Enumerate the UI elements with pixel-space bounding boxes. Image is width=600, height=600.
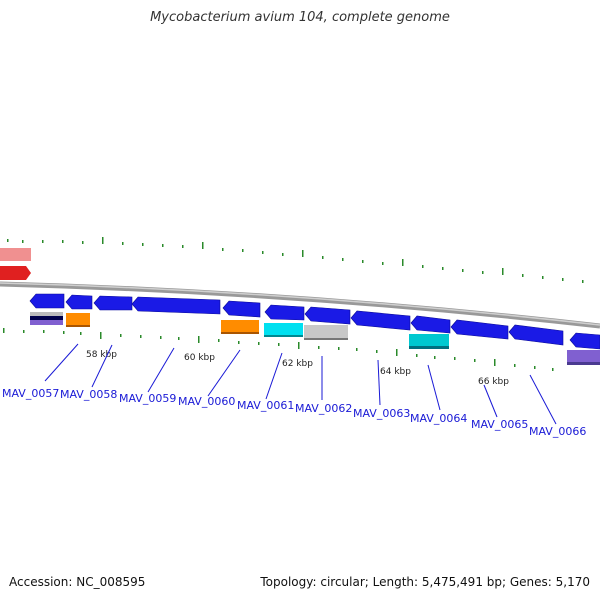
gene-mav-0063[interactable]: [350, 310, 411, 331]
gene-label-mav-0059[interactable]: MAV_0059: [119, 392, 176, 405]
outer-tick-marks: [7, 237, 584, 283]
gene-mav-0065[interactable]: [450, 319, 509, 340]
gene-label-mav-0057[interactable]: MAV_0057: [2, 387, 59, 400]
inner-tick-marks: [3, 328, 554, 371]
gene-mav-0064[interactable]: [410, 315, 451, 334]
gene-mav-0061[interactable]: [264, 304, 305, 321]
rrna-feature-top[interactable]: [0, 248, 31, 261]
gene-label-mav-0064[interactable]: MAV_0064: [410, 412, 467, 425]
genome-backbone: [0, 281, 600, 329]
scale-label-66kbp: 66 kbp: [478, 377, 509, 387]
gene-label-mav-0061[interactable]: MAV_0061: [237, 399, 294, 412]
label-leader-lines: [44, 343, 557, 425]
gene-label-mav-0058[interactable]: MAV_0058: [60, 388, 117, 401]
gene-label-mav-0062[interactable]: MAV_0062: [295, 402, 352, 415]
scale-label-64kbp: 64 kbp: [380, 367, 411, 377]
gene-mav-0067[interactable]: [569, 332, 600, 350]
accession-info: Accession: NC_008595: [9, 575, 146, 589]
gene-mav-0060[interactable]: [222, 300, 261, 318]
gene-mav-0057[interactable]: [29, 293, 65, 309]
gene-mav-0062[interactable]: [304, 306, 351, 325]
gene-mav-0058[interactable]: [65, 294, 93, 310]
gene-mav-0059[interactable]: [93, 295, 133, 311]
feature-boxes: [30, 312, 600, 365]
gene-mav-0059b[interactable]: [131, 296, 221, 315]
map-title: Mycobacterium avium 104, complete genome: [150, 10, 450, 25]
gene-label-mav-0060[interactable]: MAV_0060: [178, 395, 235, 408]
genome-stats: Topology: circular; Length: 5,475,491 bp…: [260, 575, 590, 589]
gene-label-mav-0066[interactable]: MAV_0066: [529, 425, 586, 438]
gene-arrow-left-edge[interactable]: [0, 266, 31, 280]
scale-label-62kbp: 62 kbp: [282, 359, 313, 369]
gene-mav-0066[interactable]: [508, 324, 564, 346]
scale-label-58kbp: 58 kbp: [86, 350, 117, 360]
scale-label-60kbp: 60 kbp: [184, 353, 215, 363]
gene-label-mav-0065[interactable]: MAV_0065: [471, 418, 528, 431]
gene-label-mav-0063[interactable]: MAV_0063: [353, 407, 410, 420]
